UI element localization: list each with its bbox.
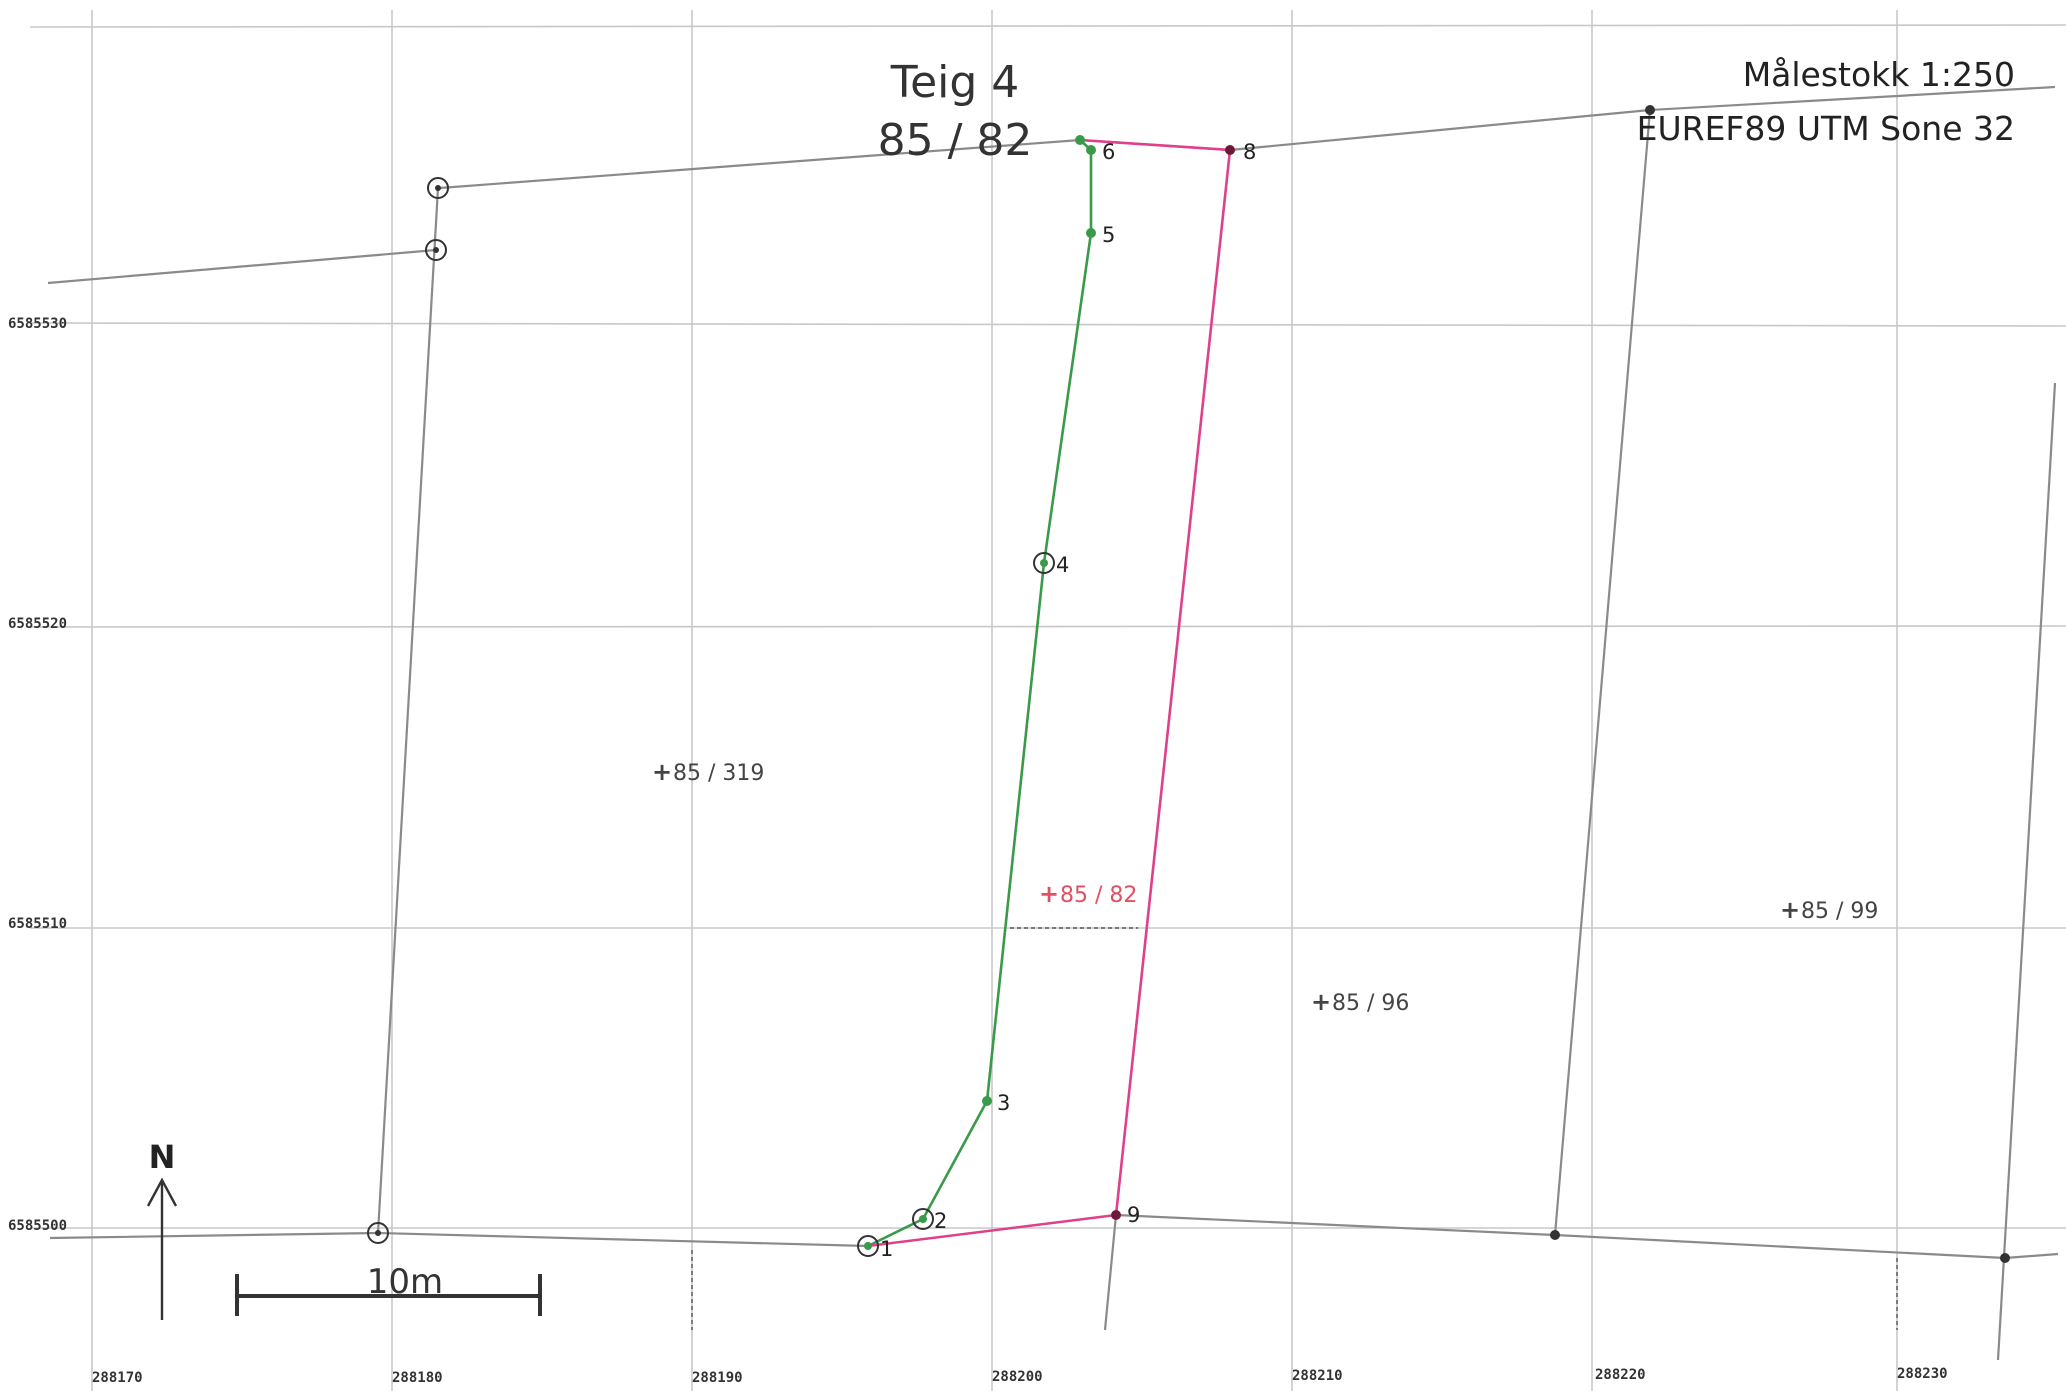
point-label: 1 [880,1237,893,1261]
boundary-east-2[interactable] [1996,382,2057,1361]
title-line1: Teig 4 [890,57,1020,108]
point-6b-marker[interactable] [1075,135,1085,145]
crs-text: EUREF89 UTM Sone 32 [1637,109,2015,148]
northing-label: 6585530 [8,316,67,332]
easting-label: 288170 [92,1370,143,1386]
grid-labels: 288170 288180 288190 288200 288210 28822… [8,316,1948,1386]
north-arrow-icon [146,1177,178,1320]
parcel-label-highlighted[interactable]: 85 / 82 [1060,883,1137,908]
point-labels: 1 2 3 4 5 6 8 9 [880,140,1256,1261]
title-line2: 85 / 82 [878,115,1033,166]
point-label: 5 [1102,223,1115,247]
survey-points [367,105,2010,1263]
circled-point[interactable] [425,239,447,261]
point-6-marker[interactable] [1086,145,1096,155]
northing-label: 6585510 [8,916,67,932]
point-label: 3 [997,1091,1010,1115]
point-5-marker[interactable] [1086,228,1096,238]
parcel-labels: + 85 / 319 + 85 / 82 + 85 / 96 + 85 / 99 [652,758,1878,1016]
point-label: 2 [934,1209,947,1233]
point-label: 6 [1102,140,1115,164]
map-title: Teig 4 85 / 82 [878,57,1033,166]
parcel-plus-icon: + [1780,896,1800,924]
scale-bar-label: 10m [367,1262,443,1302]
point-2-marker[interactable] [912,1208,934,1230]
point-8-marker[interactable] [1225,145,1235,155]
point-label: 9 [1127,1203,1140,1227]
boundary-east-1[interactable] [1553,109,1652,1236]
boundary-northwest[interactable] [47,248,437,285]
point-1-marker[interactable] [857,1235,879,1257]
scale-bar-graphic [235,1274,542,1316]
parcel-label[interactable]: 85 / 319 [673,761,764,786]
pink-boundary[interactable] [867,138,1232,1248]
boundary-node[interactable] [1550,1230,1560,1240]
parcel-plus-icon: + [1039,880,1059,908]
parcel-label[interactable]: 85 / 96 [1332,991,1409,1016]
tick-marks [691,927,1898,1330]
grid-line-n6585520 [29,625,2066,628]
grid-line-n6585530 [29,322,2066,327]
parcel-plus-icon: + [1311,988,1331,1016]
easting-label: 288200 [992,1369,1043,1385]
point-label: 8 [1243,140,1256,164]
point-3-marker[interactable] [982,1096,992,1106]
easting-label: 288210 [1292,1368,1343,1384]
easting-label: 288190 [692,1370,743,1386]
boundary-node[interactable] [2000,1253,2010,1263]
map-info: Målestokk 1:250 EUREF89 UTM Sone 32 [1637,55,2015,148]
boundary-node[interactable] [1645,105,1655,115]
northing-label: 6585520 [8,616,67,632]
easting-label: 288180 [392,1370,443,1386]
parcel-label[interactable]: 85 / 99 [1801,899,1878,924]
boundary-south-east[interactable] [1115,1213,2059,1260]
grid-line-top [29,24,2066,28]
parcel-plus-icon: + [652,758,672,786]
cadastral-boundaries [47,85,2059,1361]
boundary-south-stub[interactable] [1103,1214,1118,1331]
circled-point[interactable] [427,177,449,199]
point-4-marker[interactable] [1033,552,1055,574]
point-label: 4 [1056,553,1069,577]
grid-lines [29,10,2066,1391]
boundary-west[interactable] [376,187,440,1234]
north-label: N [149,1138,176,1176]
circled-point[interactable] [367,1222,389,1244]
scale-bar: 10m [235,1262,542,1316]
point-9-marker[interactable] [1111,1210,1121,1220]
north-arrow: N [146,1138,178,1320]
easting-label: 288230 [1897,1366,1948,1382]
boundary-south[interactable] [49,1231,869,1248]
easting-label: 288220 [1595,1367,1646,1383]
green-boundary[interactable] [867,139,1093,1248]
scale-text: Målestokk 1:250 [1743,55,2015,94]
northing-label: 6585500 [8,1218,67,1234]
